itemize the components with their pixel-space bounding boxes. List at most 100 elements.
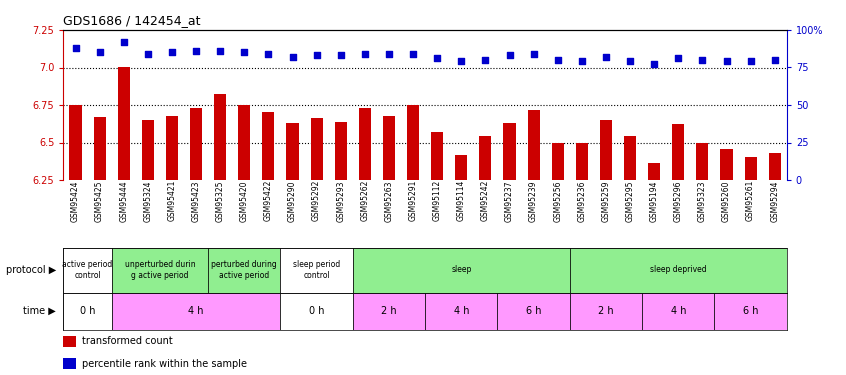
Bar (624, 136, 636, 180)
Bar (455, 154, 467, 180)
Point (213, 48, 227, 54)
Point (190, 48, 203, 54)
Text: GSM95291: GSM95291 (409, 180, 418, 221)
Text: GSM95425: GSM95425 (95, 180, 104, 222)
Text: GDS1686 / 142454_at: GDS1686 / 142454_at (63, 15, 201, 27)
Text: sleep deprived: sleep deprived (650, 266, 706, 274)
Bar (673, 124, 684, 180)
Text: active period
control: active period control (63, 260, 113, 280)
Text: GSM95260: GSM95260 (722, 180, 731, 222)
Bar (112, 292, 280, 330)
Point (382, 51, 396, 57)
Point (503, 53, 516, 58)
Bar (431, 132, 443, 180)
Text: GSM95263: GSM95263 (384, 180, 393, 222)
Bar (721, 148, 733, 180)
Point (695, 57, 709, 63)
Point (334, 53, 348, 58)
Point (575, 58, 589, 64)
Bar (570, 292, 642, 330)
Point (672, 56, 685, 62)
Point (69, 45, 82, 51)
Text: GSM95242: GSM95242 (481, 180, 490, 221)
Bar (480, 136, 492, 180)
Text: protocol ▶: protocol ▶ (6, 265, 56, 275)
Bar (63, 358, 76, 369)
Text: time ▶: time ▶ (24, 306, 56, 316)
Bar (353, 292, 425, 330)
Text: GSM95424: GSM95424 (71, 180, 80, 222)
Text: 6 h: 6 h (526, 306, 541, 316)
Text: 0 h: 0 h (80, 306, 96, 316)
Point (744, 58, 757, 64)
Bar (497, 292, 569, 330)
Bar (287, 123, 299, 180)
Bar (280, 292, 353, 330)
Bar (383, 116, 395, 180)
Bar (552, 142, 563, 180)
Bar (280, 248, 353, 292)
Bar (696, 142, 708, 180)
Point (310, 53, 323, 58)
Text: GSM95262: GSM95262 (360, 180, 370, 221)
Point (141, 51, 155, 57)
Text: GSM95112: GSM95112 (432, 180, 442, 221)
Text: 2 h: 2 h (382, 306, 397, 316)
Bar (642, 292, 714, 330)
Bar (63, 292, 112, 330)
Point (406, 51, 420, 57)
Point (551, 57, 564, 63)
Point (647, 62, 661, 68)
Text: GSM95114: GSM95114 (457, 180, 466, 221)
Bar (69, 105, 81, 180)
Bar (600, 120, 612, 180)
Text: GSM95295: GSM95295 (625, 180, 634, 222)
Bar (769, 153, 781, 180)
Point (454, 58, 468, 64)
Text: 4 h: 4 h (453, 306, 469, 316)
Bar (142, 120, 154, 180)
Text: GSM95237: GSM95237 (505, 180, 514, 222)
Bar (166, 116, 178, 180)
Text: 4 h: 4 h (189, 306, 204, 316)
Text: unperturbed durin
g active period: unperturbed durin g active period (124, 260, 195, 280)
Bar (208, 248, 280, 292)
Bar (335, 122, 347, 180)
Text: sleep: sleep (451, 266, 471, 274)
Point (238, 50, 251, 55)
Text: GSM95325: GSM95325 (216, 180, 225, 222)
Text: 2 h: 2 h (598, 306, 613, 316)
Text: GSM95323: GSM95323 (698, 180, 707, 222)
Bar (528, 110, 540, 180)
Text: GSM95294: GSM95294 (770, 180, 779, 222)
Point (117, 39, 130, 45)
Bar (214, 94, 226, 180)
Bar (353, 248, 569, 292)
Point (624, 58, 637, 64)
Point (720, 58, 733, 64)
Text: GSM95239: GSM95239 (529, 180, 538, 222)
Bar (503, 123, 515, 180)
Bar (359, 108, 371, 180)
Text: GSM95194: GSM95194 (650, 180, 659, 222)
Bar (576, 142, 588, 180)
Bar (407, 105, 419, 180)
Bar (310, 118, 322, 180)
Text: sleep period
control: sleep period control (293, 260, 340, 280)
Point (479, 57, 492, 63)
Point (527, 51, 541, 57)
Text: GSM95292: GSM95292 (312, 180, 321, 221)
Point (599, 54, 613, 60)
Bar (648, 164, 660, 180)
Text: GSM95421: GSM95421 (168, 180, 177, 221)
Point (286, 54, 299, 60)
Point (768, 57, 782, 63)
Text: 0 h: 0 h (309, 306, 324, 316)
Text: GSM95236: GSM95236 (577, 180, 586, 222)
Point (165, 50, 179, 55)
Text: GSM95420: GSM95420 (239, 180, 249, 222)
Text: GSM95259: GSM95259 (602, 180, 611, 222)
Bar (570, 248, 787, 292)
Bar (425, 292, 497, 330)
Text: GSM95256: GSM95256 (553, 180, 563, 222)
